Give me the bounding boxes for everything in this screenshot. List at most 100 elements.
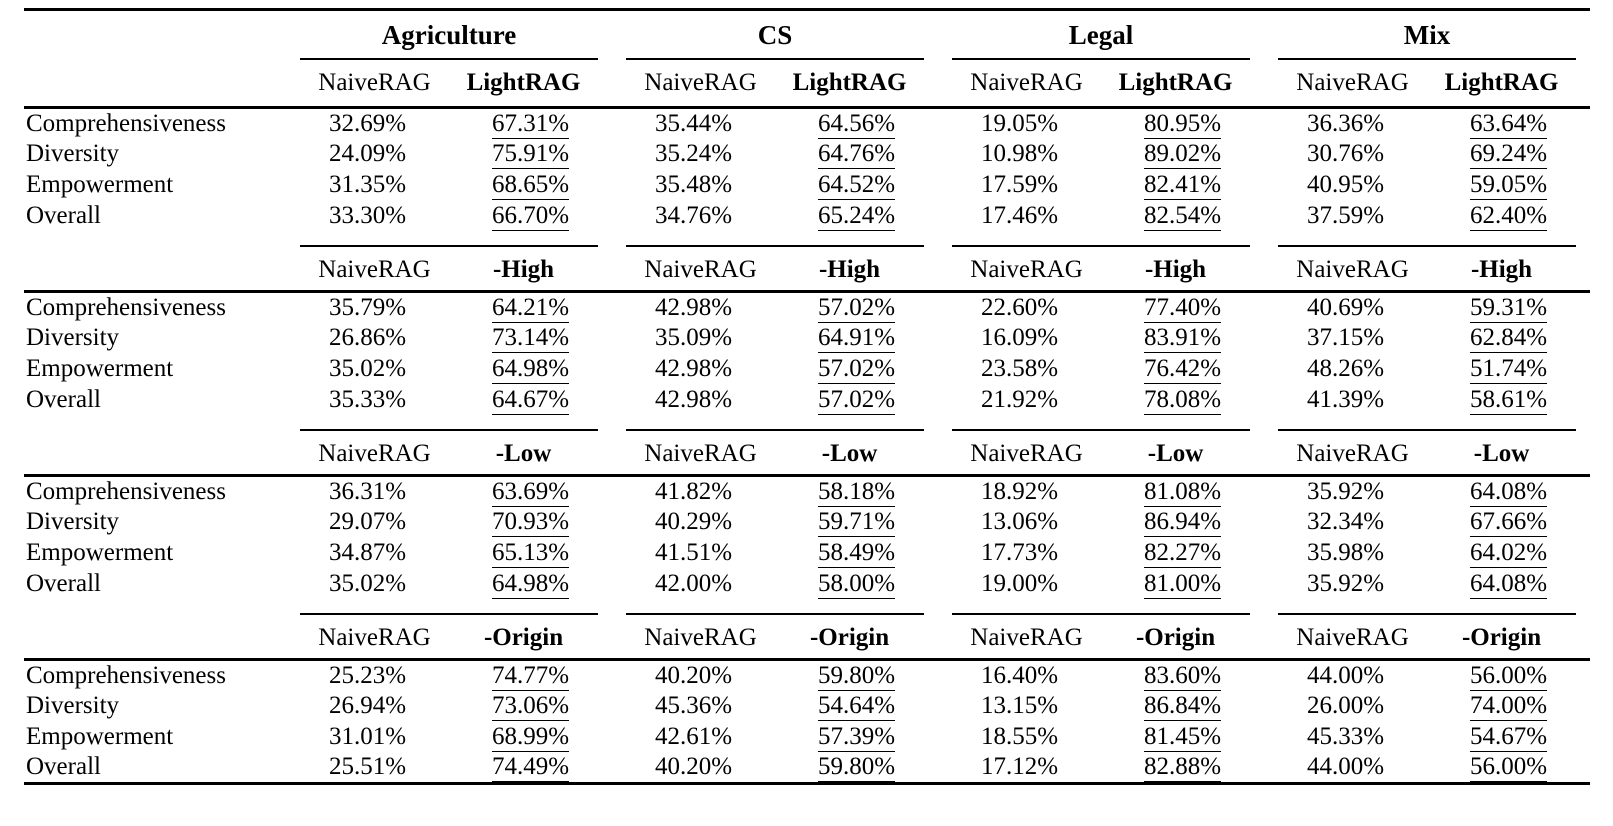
variant-value-text: 81.45% xyxy=(1143,723,1222,752)
metric-label: Comprehensiveness xyxy=(26,477,226,505)
variant-value-3: 59.05% xyxy=(1427,170,1590,201)
variant-value-2: 82.88% xyxy=(1101,753,1264,784)
variant-value-text: 75.91% xyxy=(491,140,570,169)
variant-value-text: 63.69% xyxy=(491,477,570,507)
subheader-pair-2: NaiveRAG LightRAG xyxy=(938,60,1264,108)
baseline-header-label: NaiveRAG xyxy=(644,255,757,283)
variant-value-1: 54.64% xyxy=(775,691,938,722)
subheader-pair-3: NaiveRAG -High xyxy=(1264,232,1590,292)
subheader-pair-0: NaiveRAG -Origin xyxy=(286,600,612,660)
variant-value-text: 64.02% xyxy=(1469,539,1548,568)
table-row: Comprehensiveness 32.69% 67.31% 35.44% 64.56… xyxy=(24,108,1590,139)
metric-label: Overall xyxy=(26,570,101,597)
table-row: Diversity 26.86% 73.14% 35.09% 64.91% 16.09% 8… xyxy=(24,323,1590,354)
group-header-label: CS xyxy=(626,18,925,60)
variant-value-0: 70.93% xyxy=(449,507,612,538)
variant-value-text: 64.91% xyxy=(817,324,896,353)
variant-value-text: 62.84% xyxy=(1469,324,1548,353)
table-row: Diversity 24.09% 75.91% 35.24% 64.76% 10.98% 8… xyxy=(24,139,1590,170)
subheader-inner: NaiveRAG -High xyxy=(1278,244,1577,284)
baseline-value-1: 41.51% xyxy=(654,539,733,566)
subheader-pair-2: NaiveRAG -Low xyxy=(938,416,1264,476)
variant-value-text: 56.00% xyxy=(1469,661,1548,691)
table-row: Empowerment 31.35% 68.65% 35.48% 64.52% 17.59… xyxy=(24,170,1590,201)
subheader-inner: NaiveRAG -Origin xyxy=(300,612,599,652)
subheader-inner: NaiveRAG -Origin xyxy=(952,612,1251,652)
subheader-pair-1: NaiveRAG LightRAG xyxy=(612,60,938,108)
group-header-2: Legal xyxy=(938,10,1264,60)
variant-value-text: 80.95% xyxy=(1143,109,1222,139)
variant-value-2: 89.02% xyxy=(1101,139,1264,170)
variant-value-1: 59.80% xyxy=(775,660,938,691)
subheader-pair-2: NaiveRAG -Origin xyxy=(938,600,1264,660)
subheader-inner: NaiveRAG -Low xyxy=(300,428,599,468)
variant-value-text: 86.94% xyxy=(1143,508,1222,537)
subheader-inner: NaiveRAG -Origin xyxy=(626,612,925,652)
variant-value-text: 64.98% xyxy=(491,570,570,599)
subheader-inner: NaiveRAG -Low xyxy=(626,428,925,468)
variant-value-2: 81.00% xyxy=(1101,569,1264,600)
variant-header-label: LightRAG xyxy=(466,68,581,96)
variant-value-0: 68.65% xyxy=(449,170,612,201)
corner-cell xyxy=(24,10,286,60)
subheader-pair-1: NaiveRAG -High xyxy=(612,232,938,292)
variant-value-0: 64.98% xyxy=(449,569,612,600)
variant-value-text: 58.18% xyxy=(817,477,896,507)
baseline-value-1: 34.76% xyxy=(654,202,733,229)
variant-value-1: 64.91% xyxy=(775,323,938,354)
metric-label: Diversity xyxy=(26,140,120,167)
baseline-value-1: 35.09% xyxy=(654,324,733,351)
variant-value-text: 67.31% xyxy=(491,109,570,139)
baseline-value-3: 45.33% xyxy=(1306,723,1385,750)
metric-label: Overall xyxy=(26,386,101,413)
variant-value-3: 58.61% xyxy=(1427,385,1590,416)
subheader-inner: NaiveRAG -High xyxy=(626,244,925,284)
baseline-value-3: 32.34% xyxy=(1306,508,1385,535)
variant-value-text: 63.64% xyxy=(1469,109,1548,139)
baseline-value-3: 40.95% xyxy=(1306,171,1385,198)
variant-value-3: 62.40% xyxy=(1427,201,1590,232)
variant-value-text: 64.52% xyxy=(817,171,896,200)
baseline-header-label: NaiveRAG xyxy=(1296,439,1409,467)
subheader-pair-0: NaiveRAG LightRAG xyxy=(286,60,612,108)
baseline-header-label: NaiveRAG xyxy=(318,623,431,651)
variant-value-text: 56.00% xyxy=(1469,753,1548,783)
variant-value-text: 68.99% xyxy=(491,723,570,752)
baseline-value-0: 26.94% xyxy=(328,692,407,719)
variant-value-2: 83.91% xyxy=(1101,323,1264,354)
baseline-value-0: 24.09% xyxy=(328,140,407,167)
variant-value-3: 64.08% xyxy=(1427,569,1590,600)
variant-header-label: -Low xyxy=(495,439,552,467)
variant-header-label: -High xyxy=(1470,255,1533,283)
variant-value-text: 57.39% xyxy=(817,723,896,752)
baseline-header-label: NaiveRAG xyxy=(1296,255,1409,283)
baseline-value-2: 22.60% xyxy=(980,293,1059,321)
baseline-value-1: 35.48% xyxy=(654,171,733,198)
variant-value-1: 57.02% xyxy=(775,292,938,323)
variant-value-text: 68.65% xyxy=(491,171,570,200)
variant-header-label: -Low xyxy=(1147,439,1204,467)
baseline-value-1: 40.29% xyxy=(654,508,733,535)
subheader-pair-0: NaiveRAG -High xyxy=(286,232,612,292)
variant-value-3: 64.08% xyxy=(1427,476,1590,507)
baseline-header-label: NaiveRAG xyxy=(644,439,757,467)
baseline-value-2: 19.00% xyxy=(980,570,1059,597)
variant-value-0: 64.67% xyxy=(449,385,612,416)
baseline-value-2: 17.46% xyxy=(980,202,1059,229)
baseline-value-0: 33.30% xyxy=(328,202,407,229)
variant-value-text: 82.54% xyxy=(1143,202,1222,231)
variant-value-3: 74.00% xyxy=(1427,691,1590,722)
variant-value-text: 59.80% xyxy=(817,661,896,691)
subheader-spacer xyxy=(24,232,286,292)
variant-value-3: 64.02% xyxy=(1427,538,1590,569)
baseline-value-0: 25.23% xyxy=(328,661,407,689)
variant-value-1: 57.02% xyxy=(775,354,938,385)
variant-value-0: 67.31% xyxy=(449,108,612,139)
baseline-value-0: 31.35% xyxy=(328,171,407,198)
variant-value-2: 80.95% xyxy=(1101,108,1264,139)
table-row: Comprehensiveness 25.23% 74.77% 40.20% 59.80… xyxy=(24,660,1590,691)
baseline-value-2: 17.59% xyxy=(980,171,1059,198)
variant-header-label: -Low xyxy=(821,439,878,467)
variant-value-text: 64.08% xyxy=(1469,570,1548,599)
metric-label: Overall xyxy=(26,202,101,229)
